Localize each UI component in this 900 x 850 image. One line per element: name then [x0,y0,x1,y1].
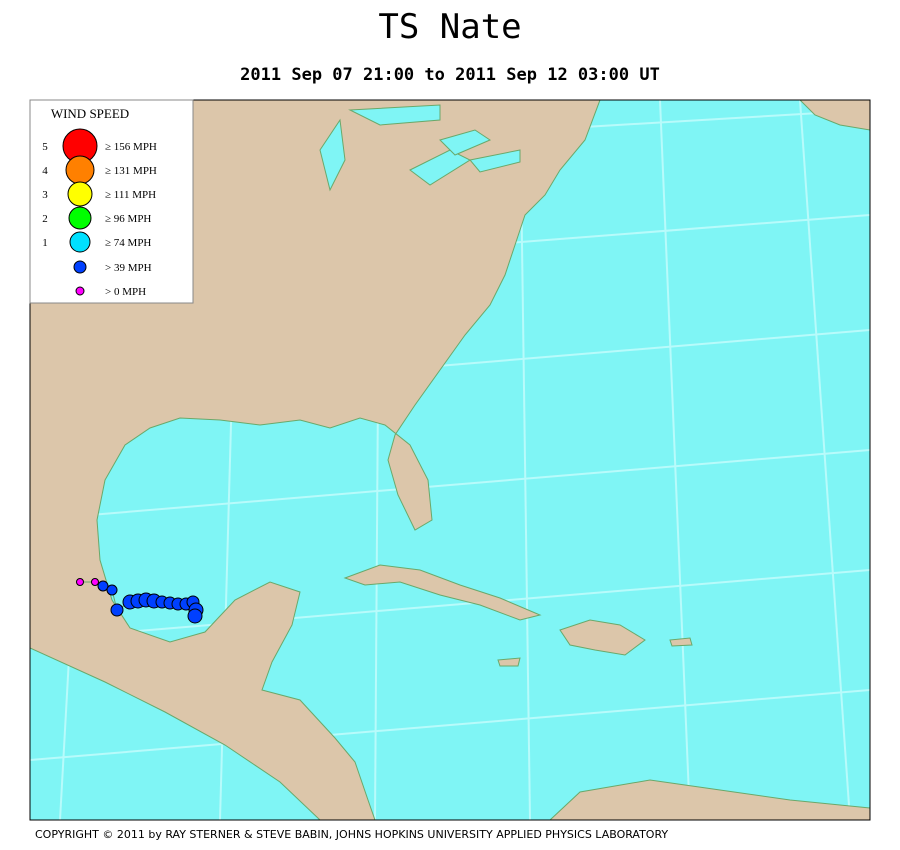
legend-symbol [67,181,93,207]
legend-category: 3 [42,189,48,201]
legend-symbol [65,155,95,185]
copyright: COPYRIGHT © 2011 by RAY STERNER & STEVE … [35,828,668,841]
legend-label: > 0 MPH [105,286,146,298]
legend-label: ≥ 111 MPH [105,189,156,201]
legend-title: WIND SPEED [51,106,129,121]
legend-category: 1 [42,237,48,249]
legend: WIND SPEED 5 ≥ 156 MPH 4 ≥ 131 MPH 3 ≥ 111 MP… [29,99,194,304]
map [30,100,870,820]
title: TS Nate [378,7,521,47]
legend-label: ≥ 74 MPH [105,237,151,249]
storm-track [76,578,204,624]
legend-label: > 39 MPH [105,262,152,274]
legend-symbol [75,286,85,296]
subtitle: 2011 Sep 07 21:00 to 2011 Sep 12 03:00 U… [240,65,660,85]
legend-category: 4 [42,165,48,177]
legend-symbol [73,260,87,274]
legend-label: ≥ 96 MPH [105,213,151,225]
legend-category: 2 [42,213,48,225]
legend-symbol [69,231,91,253]
legend-symbol [68,206,92,230]
legend-label: ≥ 131 MPH [105,165,157,177]
legend-label: ≥ 156 MPH [105,141,157,153]
legend-category: 5 [42,141,48,153]
